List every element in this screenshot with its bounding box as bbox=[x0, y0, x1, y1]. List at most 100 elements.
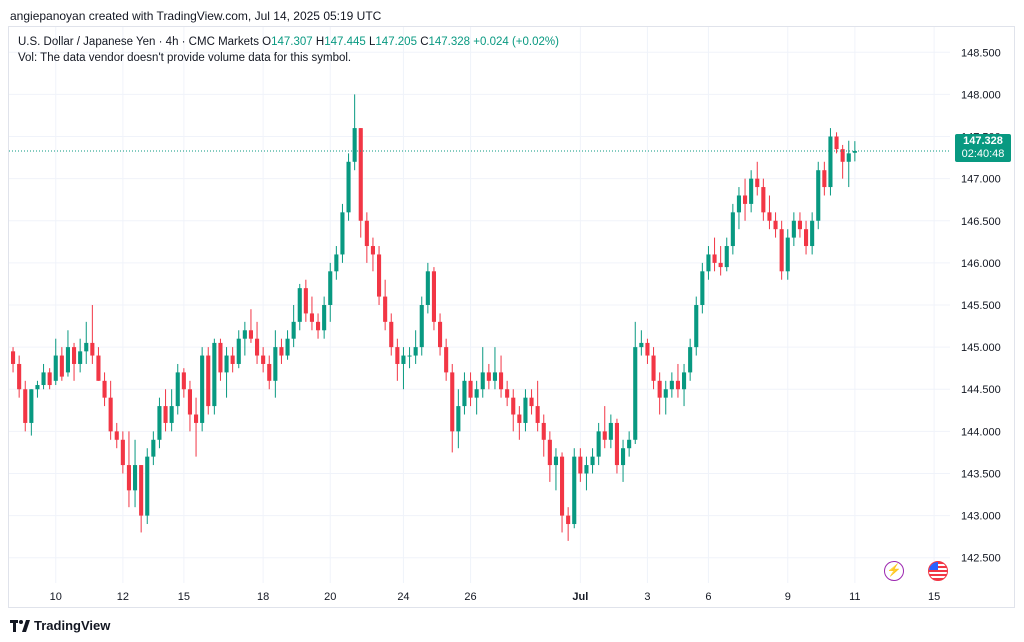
candle[interactable] bbox=[322, 296, 327, 339]
candle[interactable] bbox=[248, 309, 253, 343]
candle[interactable] bbox=[102, 372, 107, 407]
candle[interactable] bbox=[157, 397, 162, 449]
candle[interactable] bbox=[755, 161, 760, 196]
candle[interactable] bbox=[499, 355, 504, 398]
candle[interactable] bbox=[53, 338, 58, 386]
candle[interactable] bbox=[139, 465, 144, 533]
candle[interactable] bbox=[456, 389, 461, 449]
candle[interactable] bbox=[852, 141, 857, 162]
candle[interactable] bbox=[578, 448, 583, 482]
candle[interactable] bbox=[492, 347, 497, 390]
candle[interactable] bbox=[804, 220, 809, 255]
candle[interactable] bbox=[78, 338, 83, 373]
candle[interactable] bbox=[377, 246, 382, 305]
candle[interactable] bbox=[468, 372, 473, 407]
candle[interactable] bbox=[590, 448, 595, 474]
candle[interactable] bbox=[59, 347, 64, 381]
candle[interactable] bbox=[279, 338, 284, 364]
candle[interactable] bbox=[29, 389, 34, 436]
candle[interactable] bbox=[309, 296, 314, 331]
candle[interactable] bbox=[291, 305, 296, 348]
candle[interactable] bbox=[724, 237, 729, 272]
candle[interactable] bbox=[682, 363, 687, 407]
candle[interactable] bbox=[297, 283, 302, 331]
candle[interactable] bbox=[194, 397, 199, 457]
candle[interactable] bbox=[200, 347, 205, 432]
candle[interactable] bbox=[163, 389, 168, 432]
flash-icon[interactable]: ⚡ bbox=[884, 561, 904, 581]
candle[interactable] bbox=[462, 372, 467, 415]
candle[interactable] bbox=[303, 279, 308, 322]
candle[interactable] bbox=[346, 153, 351, 221]
candle[interactable] bbox=[151, 431, 156, 466]
candle[interactable] bbox=[23, 380, 28, 432]
candle[interactable] bbox=[584, 456, 589, 491]
candle[interactable] bbox=[791, 212, 796, 247]
candle[interactable] bbox=[517, 406, 522, 440]
candle[interactable] bbox=[114, 422, 119, 449]
candle[interactable] bbox=[401, 347, 406, 390]
candle[interactable] bbox=[840, 144, 845, 179]
candle[interactable] bbox=[267, 355, 272, 390]
candle[interactable] bbox=[255, 321, 260, 364]
candle[interactable] bbox=[779, 220, 784, 280]
candle[interactable] bbox=[438, 313, 443, 356]
candle[interactable] bbox=[450, 363, 455, 453]
candle[interactable] bbox=[602, 406, 607, 449]
candle[interactable] bbox=[761, 178, 766, 221]
candle[interactable] bbox=[120, 431, 125, 474]
candle[interactable] bbox=[352, 94, 357, 171]
candle[interactable] bbox=[645, 338, 650, 364]
candle[interactable] bbox=[340, 203, 345, 263]
candle[interactable] bbox=[328, 262, 333, 322]
candle[interactable] bbox=[700, 262, 705, 314]
candle[interactable] bbox=[364, 212, 369, 263]
candle[interactable] bbox=[358, 128, 363, 238]
candle[interactable] bbox=[431, 267, 436, 331]
candle[interactable] bbox=[785, 229, 790, 280]
candle[interactable] bbox=[834, 132, 839, 154]
candle[interactable] bbox=[90, 305, 95, 364]
candle[interactable] bbox=[621, 439, 626, 482]
candle[interactable] bbox=[175, 363, 180, 415]
candle[interactable] bbox=[480, 347, 485, 398]
candle[interactable] bbox=[41, 363, 46, 390]
candle[interactable] bbox=[846, 140, 851, 188]
candle[interactable] bbox=[614, 418, 619, 474]
candle[interactable] bbox=[389, 313, 394, 356]
candle[interactable] bbox=[17, 355, 22, 398]
candle[interactable] bbox=[72, 342, 77, 381]
candle[interactable] bbox=[633, 321, 638, 444]
candle[interactable] bbox=[407, 347, 412, 369]
candle[interactable] bbox=[285, 330, 290, 360]
candle[interactable] bbox=[218, 338, 223, 381]
candle[interactable] bbox=[65, 330, 70, 377]
candle[interactable] bbox=[486, 363, 491, 390]
candle[interactable] bbox=[236, 330, 241, 369]
candle[interactable] bbox=[651, 347, 656, 390]
candle[interactable] bbox=[474, 380, 479, 415]
us-flag-icon[interactable] bbox=[928, 561, 948, 581]
candle[interactable] bbox=[126, 431, 131, 508]
candle[interactable] bbox=[84, 321, 89, 364]
candle[interactable] bbox=[694, 296, 699, 356]
candle[interactable] bbox=[261, 347, 266, 373]
candle[interactable] bbox=[718, 246, 723, 276]
candle[interactable] bbox=[35, 380, 40, 398]
candle[interactable] bbox=[669, 372, 674, 398]
candle[interactable] bbox=[444, 338, 449, 381]
candle[interactable] bbox=[523, 389, 528, 432]
candle[interactable] bbox=[688, 338, 693, 381]
candle[interactable] bbox=[395, 338, 400, 381]
candle[interactable] bbox=[572, 448, 577, 529]
candle[interactable] bbox=[566, 507, 571, 541]
candle[interactable] bbox=[810, 212, 815, 255]
candle[interactable] bbox=[11, 347, 16, 373]
candle[interactable] bbox=[736, 187, 741, 230]
candle[interactable] bbox=[712, 237, 717, 272]
candle[interactable] bbox=[639, 330, 644, 356]
candle[interactable] bbox=[743, 178, 748, 221]
candle[interactable] bbox=[370, 237, 375, 272]
candle[interactable] bbox=[230, 347, 235, 373]
